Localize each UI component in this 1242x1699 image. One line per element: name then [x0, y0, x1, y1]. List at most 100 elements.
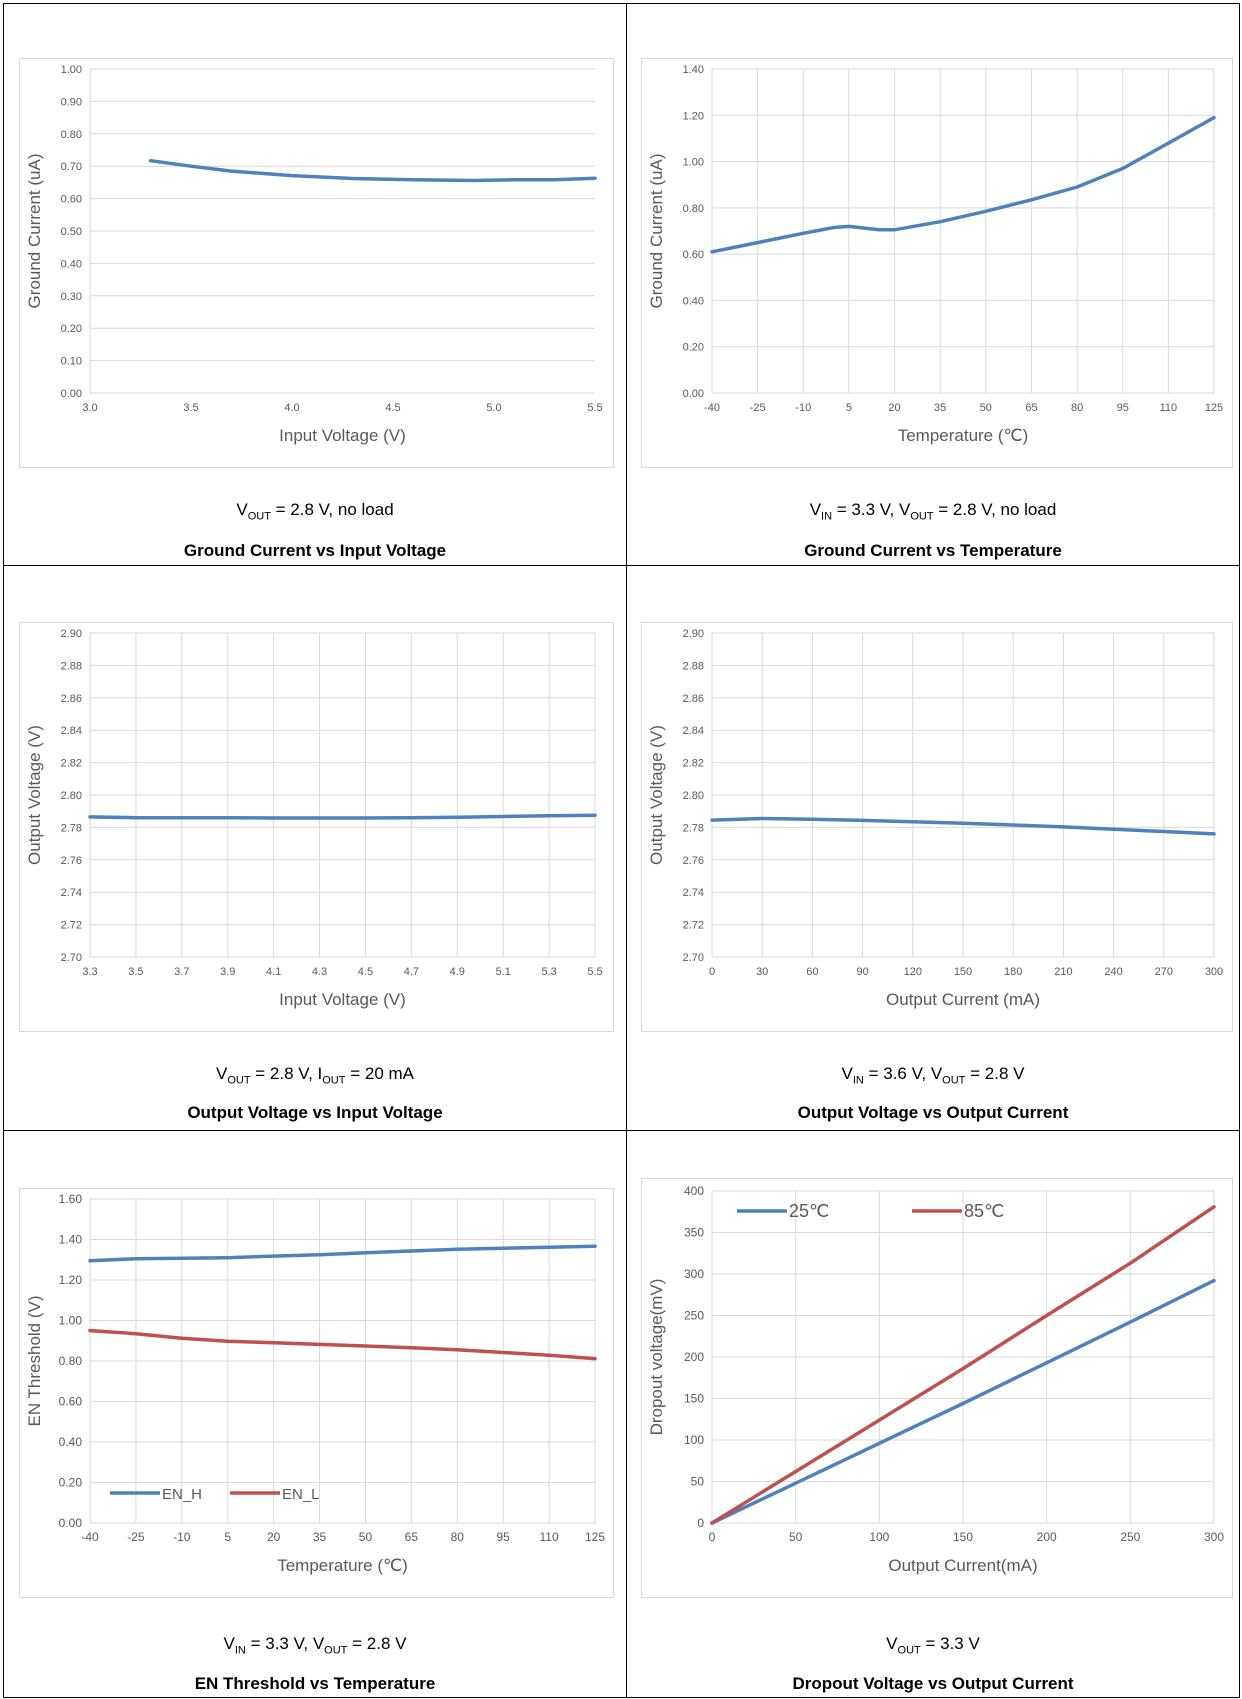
x-tick-label: 5.0 [486, 402, 501, 414]
x-tick-label: 300 [1204, 1530, 1224, 1544]
condition-part: = 2.8 V, no load [933, 500, 1057, 519]
x-tick-label: 65 [405, 1530, 419, 1544]
chart-ground-current-vs-temperature: 0.00 0.20 0.40 0.60 0.80 1.00 1.20 1.40 -40 -25 -1… [641, 58, 1233, 468]
condition-part: V [886, 1634, 898, 1653]
condition-part: OUT [942, 1074, 966, 1087]
y-axis-label: EN Threshold (V) [25, 1295, 44, 1426]
y-tick-label: 0.80 [61, 129, 82, 141]
x-axis-label: Output Current (mA) [886, 990, 1040, 1009]
y-tick-label: 400 [684, 1184, 704, 1198]
y-tick-label: 0.40 [683, 295, 704, 307]
x-tick-label: 4.5 [358, 966, 373, 978]
y-tick-label: 200 [684, 1350, 704, 1364]
x-tick-label: 90 [856, 966, 868, 978]
x-tick-label: 240 [1104, 966, 1122, 978]
x-tick-label: 35 [934, 402, 946, 414]
x-tick-label: 3.3 [82, 966, 97, 978]
y-tick-label: 1.20 [683, 110, 704, 122]
chart-output-voltage-vs-output-current: 2.70 2.72 2.74 2.76 2.78 2.80 2.82 2.84 2.86 2.88… [641, 622, 1233, 1032]
chart-svg: 0 50 100 150 200 250 300 350 400 0 50 100 150 200 250 3… [647, 1184, 1224, 1575]
x-tick-label: 5.1 [496, 966, 511, 978]
chart-svg: 0.00 0.10 0.20 0.30 0.40 0.50 0.60 0.70 0.80 0.90… [25, 64, 603, 445]
y-tick-label: 0.60 [59, 1395, 83, 1409]
x-tick-label: 180 [1004, 966, 1022, 978]
condition-part: IN [821, 510, 833, 523]
x-tick-label: 20 [888, 402, 900, 414]
series-line-0 [710, 115, 1216, 254]
condition-part: OUT [322, 1074, 346, 1087]
condition-part: OUT [324, 1644, 348, 1657]
x-tick-label: 5.3 [541, 966, 556, 978]
series-line-85 [710, 1205, 1216, 1525]
y-tick-label: 50 [691, 1475, 705, 1489]
x-tick-label: -10 [795, 402, 811, 414]
x-tick-label: 4.0 [284, 402, 299, 414]
y-tick-label: 2.76 [61, 855, 82, 867]
chart-dropout-voltage-vs-output-current: 0 50 100 150 200 250 300 350 400 0 50 100 150 200 250 3… [641, 1178, 1233, 1598]
x-tick-label: 4.7 [404, 966, 419, 978]
y-tick-label: 2.78 [61, 822, 82, 834]
legend-label: EN_L [282, 1486, 320, 1503]
x-tick-label: 100 [869, 1530, 889, 1544]
x-tick-label: 95 [1117, 402, 1129, 414]
condition-part: OUT [247, 510, 271, 523]
y-tick-label: 1.00 [59, 1314, 83, 1328]
x-tick-label: 110 [540, 1530, 559, 1544]
x-axis-label: Temperature (℃) [277, 1556, 408, 1575]
x-tick-label: 4.9 [450, 966, 465, 978]
y-tick-label: 2.76 [683, 855, 704, 867]
y-tick-label: 1.00 [683, 157, 704, 169]
chart-en-threshold-vs-temperature: 0.00 0.20 0.40 0.60 0.80 1.00 1.20 1.40 1.60 -40 -… [19, 1188, 614, 1598]
chart-output-voltage-vs-input-voltage: 2.70 2.72 2.74 2.76 2.78 2.80 2.82 2.84 2.86 2.88… [19, 622, 614, 1032]
chart-svg: 0.00 0.20 0.40 0.60 0.80 1.00 1.20 1.40 1.60 -40 -… [25, 1192, 605, 1575]
y-tick-label: 1.60 [59, 1192, 83, 1206]
condition-part: = 2.8 V, I [250, 1064, 323, 1083]
legend-label: 85℃ [964, 1201, 1004, 1221]
x-tick-label: 250 [1120, 1530, 1140, 1544]
y-tick-label: 0.10 [61, 356, 82, 368]
x-tick-label: 0 [709, 966, 715, 978]
condition-part: = 2.8 V [965, 1064, 1025, 1083]
y-tick-label: 0.00 [59, 1516, 83, 1530]
x-tick-label: 3.5 [128, 966, 143, 978]
y-axis-label: Ground Current (uA) [25, 154, 44, 309]
x-tick-label: 0 [709, 1530, 716, 1544]
panel-5-title: EN Threshold vs Temperature [194, 1674, 436, 1693]
y-tick-label: 2.80 [683, 790, 704, 802]
chart-svg: 2.70 2.72 2.74 2.76 2.78 2.80 2.82 2.84 2.86 2.88… [647, 628, 1223, 1009]
y-tick-label: 0.40 [59, 1435, 83, 1449]
y-tick-label: 2.86 [61, 693, 82, 705]
y-tick-label: 0.20 [59, 1476, 83, 1490]
y-tick-label: 350 [684, 1226, 704, 1240]
x-tick-label: 150 [954, 966, 972, 978]
y-tick-label: 0.60 [683, 249, 704, 261]
x-tick-label: 3.9 [220, 966, 235, 978]
series-line-ENL [88, 1328, 597, 1361]
y-tick-label: 0.30 [61, 291, 82, 303]
y-tick-label: 2.70 [683, 952, 704, 964]
y-tick-label: 0.90 [61, 96, 82, 108]
legend: 25℃ 85℃ [737, 1201, 1004, 1221]
x-tick-label: 5 [846, 402, 852, 414]
x-tick-label: 125 [585, 1530, 605, 1544]
y-tick-label: 0.40 [61, 258, 82, 270]
y-axis-label: Output Voltage (V) [25, 725, 44, 865]
series-line-0 [148, 158, 597, 183]
x-tick-label: 50 [789, 1530, 803, 1544]
condition-part: V [215, 1064, 228, 1083]
panel-6-title: Dropout Voltage vs Output Current [792, 1674, 1074, 1693]
panel-1-condition: VOUT = 2.8 V, no load [3, 500, 627, 522]
y-axis-label: Output Voltage (V) [647, 725, 666, 865]
y-tick-label: 0.00 [683, 388, 704, 400]
y-tick-label: 0.50 [61, 226, 82, 238]
x-tick-label: 95 [497, 1530, 511, 1544]
condition-part: = 20 mA [345, 1064, 414, 1083]
y-tick-label: 2.80 [61, 790, 82, 802]
x-tick-label: 300 [1205, 966, 1223, 978]
condition-part: OUT [897, 1644, 921, 1657]
y-tick-label: 1.00 [61, 64, 82, 76]
x-tick-label: -40 [704, 402, 720, 414]
condition-part: OUT [227, 1074, 251, 1087]
condition-part: V [236, 500, 248, 519]
